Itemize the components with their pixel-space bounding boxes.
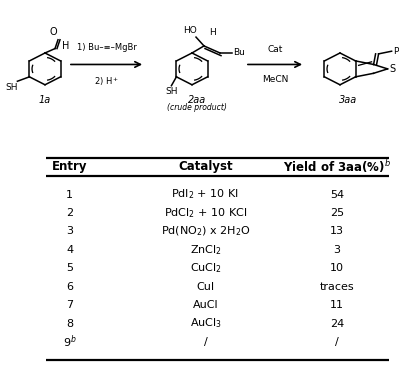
Text: 25: 25 [330,208,344,218]
Text: O: O [49,27,57,37]
Text: 4: 4 [66,245,73,255]
Text: 3aa: 3aa [339,95,357,105]
Text: H: H [62,41,69,51]
Text: 1) Bu–≡–MgBr: 1) Bu–≡–MgBr [77,43,136,52]
Text: 13: 13 [330,226,344,236]
Text: PdCl$_2$ + 10 KCl: PdCl$_2$ + 10 KCl [164,206,247,220]
Text: CuCl$_2$: CuCl$_2$ [190,261,221,275]
Text: Entry: Entry [52,160,87,174]
Text: Pd(NO$_2$) x 2H$_2$O: Pd(NO$_2$) x 2H$_2$O [161,225,250,238]
Text: 9$^{b}$: 9$^{b}$ [63,334,77,350]
Text: MeCN: MeCN [262,75,288,84]
Text: /: / [203,337,207,347]
Text: PdI$_2$ + 10 KI: PdI$_2$ + 10 KI [172,188,239,201]
Text: Cat: Cat [267,45,282,54]
Text: 2) H$^+$: 2) H$^+$ [94,75,119,88]
Text: SH: SH [165,87,178,97]
Text: HO: HO [183,26,197,35]
Text: Bu: Bu [233,48,245,58]
Text: 11: 11 [330,300,344,310]
Text: 5: 5 [66,263,73,273]
Text: AuCl$_3$: AuCl$_3$ [190,317,221,330]
Text: Pr: Pr [393,47,399,56]
Text: 1a: 1a [39,95,51,105]
Text: AuCl: AuCl [193,300,218,310]
Text: 10: 10 [330,263,344,273]
Text: (crude product): (crude product) [167,103,227,112]
Text: 1: 1 [66,190,73,200]
Text: Catalyst: Catalyst [178,160,233,174]
Text: 3: 3 [334,245,341,255]
Text: S: S [389,64,396,74]
Text: 54: 54 [330,190,344,200]
Text: SH: SH [5,83,18,92]
Text: 2: 2 [66,208,73,218]
Text: H: H [209,28,216,37]
Text: 7: 7 [66,300,73,310]
Text: Yield of 3aa(%)$^{b}$: Yield of 3aa(%)$^{b}$ [283,159,391,175]
Text: /: / [335,337,339,347]
Text: 24: 24 [330,319,344,328]
Text: traces: traces [320,282,354,292]
Text: 8: 8 [66,319,73,328]
Text: 2aa: 2aa [188,95,206,105]
Text: 6: 6 [66,282,73,292]
Text: CuI: CuI [196,282,215,292]
Text: ZnCl$_2$: ZnCl$_2$ [190,243,221,257]
Text: 3: 3 [66,226,73,236]
